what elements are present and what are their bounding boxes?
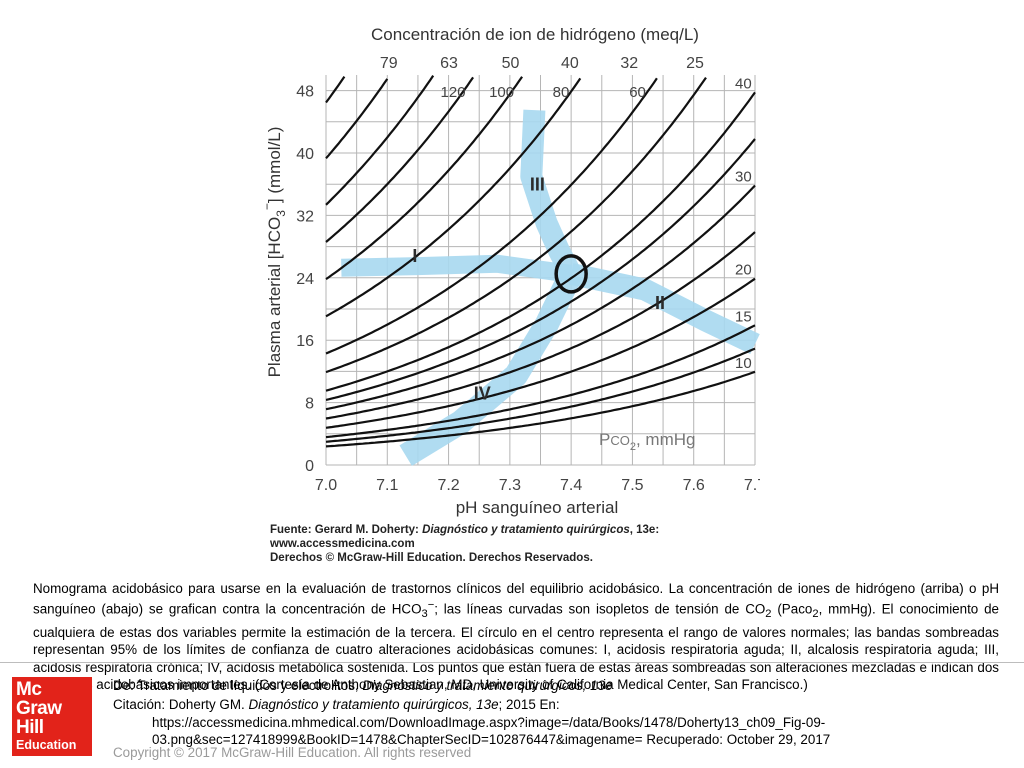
isopleth-curve-120 xyxy=(325,76,474,243)
x-tick-label: 7.0 xyxy=(315,477,337,494)
isopleth-curve-20 xyxy=(325,277,756,429)
top-tick-label: 63 xyxy=(440,55,458,72)
acid-base-nomogram: Concentración de ion de hidrógeno (meq/L… xyxy=(260,25,760,564)
isopleth-curve-80 xyxy=(325,77,582,318)
isopleth-curve-195 xyxy=(325,75,346,104)
isopleth-label: 40 xyxy=(735,75,752,92)
isopleth-curve-25 xyxy=(325,231,756,420)
mcgraw-hill-logo: Mc Graw Hill Education xyxy=(12,677,92,756)
normal-range-circle xyxy=(554,254,588,294)
band-iv xyxy=(399,268,582,466)
isopleth-label: 120 xyxy=(441,84,466,101)
isopleth-label: 20 xyxy=(735,262,752,279)
y-tick-label: 8 xyxy=(305,396,314,413)
band-ii xyxy=(568,263,760,355)
isopleth-label: 100 xyxy=(489,84,514,101)
y-axis-tick-labels: 0 8 16 24 32 40 48 xyxy=(296,84,314,475)
isopleth-curve-10 xyxy=(325,370,756,448)
isopleth-curve-35 xyxy=(325,138,756,401)
band-label-iv: IV xyxy=(474,383,491,403)
top-tick-label: 25 xyxy=(686,55,704,72)
band-label-i: I xyxy=(412,246,417,266)
x-tick-label: 7.1 xyxy=(376,477,398,494)
isopleth-curve-50 xyxy=(325,76,707,374)
y-tick-label: 16 xyxy=(296,333,314,350)
isopleth-label: 60 xyxy=(629,84,646,101)
isopleth-label: 10 xyxy=(735,355,752,372)
y-tick-label: 0 xyxy=(305,458,314,475)
citation-reference: Citación: Doherty GM. Diagnóstico y trat… xyxy=(113,697,560,712)
top-tick-label: 50 xyxy=(502,55,520,72)
isopleth-title: PCO2, mmHg xyxy=(599,430,695,453)
isopleth-curve-30 xyxy=(325,184,756,411)
source-line-1: Fuente: Gerard M. Doherty: Diagnóstico y… xyxy=(270,524,659,536)
x-tick-label: 7.5 xyxy=(621,477,643,494)
y-tick-label: 24 xyxy=(296,271,314,288)
x-tick-label: 7.3 xyxy=(499,477,521,494)
footer-divider xyxy=(0,662,1024,663)
y-axis-title: Plasma arterial [HCO3−] (mmol/L) xyxy=(260,127,288,378)
figure-caption: Nomograma acidobásico para usarse en la … xyxy=(33,581,999,693)
x-axis-title: pH sanguíneo arterial xyxy=(456,498,619,517)
pco2-isopleths: 120 100 80 60 40 30 20 15 10 xyxy=(325,74,756,448)
x-tick-label: 7.6 xyxy=(683,477,705,494)
isopleth-label: 80 xyxy=(553,84,570,101)
isopleth-label: 15 xyxy=(735,308,752,325)
y-tick-label: 40 xyxy=(296,146,314,163)
isopleth-curve-12.5 xyxy=(325,347,756,443)
x-tick-label: 7.7 xyxy=(744,477,760,494)
top-axis-title: Concentración de ion de hidrógeno (meq/L… xyxy=(371,25,699,44)
x-axis-tick-labels: 7.0 7.1 7.2 7.3 7.4 7.5 7.6 7.7 xyxy=(315,477,760,494)
isopleth-curve-100 xyxy=(325,76,523,281)
source-line-3: Derechos © McGraw-Hill Education. Derech… xyxy=(270,552,593,564)
isopleth-curve-40 xyxy=(325,91,756,392)
x-tick-label: 7.2 xyxy=(437,477,459,494)
x-tick-label: 7.4 xyxy=(560,477,582,494)
y-tick-label: 48 xyxy=(296,84,314,101)
band-label-iii: III xyxy=(530,174,545,194)
band-i xyxy=(341,254,573,283)
citation-url[interactable]: https://accessmedicina.mhmedical.com/Dow… xyxy=(152,715,831,747)
isopleth-curve-140 xyxy=(325,74,435,206)
isopleth-curve-15 xyxy=(325,324,756,439)
top-tick-label: 40 xyxy=(561,55,579,72)
source-line-2: www.accessmedicina.com xyxy=(269,538,415,550)
isopleth-curve-60 xyxy=(325,77,658,355)
top-axis-tick-labels: 79 63 50 40 32 25 xyxy=(380,55,704,72)
top-tick-label: 32 xyxy=(620,55,638,72)
band-label-ii: II xyxy=(655,293,665,313)
isopleth-curve-165 xyxy=(325,78,389,160)
top-tick-label: 79 xyxy=(380,55,398,72)
citation-from: De: Tratamiento de líquidos y electrolit… xyxy=(113,678,613,693)
isopleth-label: 30 xyxy=(735,169,752,186)
copyright-notice: Copyright © 2017 McGraw-Hill Education. … xyxy=(113,745,472,760)
y-tick-label: 32 xyxy=(296,208,314,225)
